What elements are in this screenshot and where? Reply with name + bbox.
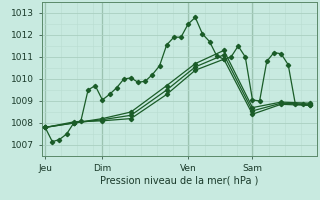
X-axis label: Pression niveau de la mer( hPa ): Pression niveau de la mer( hPa ) (100, 175, 258, 185)
